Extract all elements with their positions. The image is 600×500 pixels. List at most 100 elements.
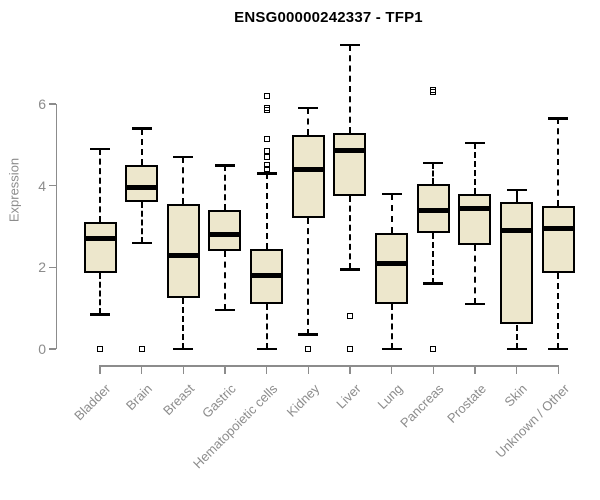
x-tick-label-lung: Lung — [374, 381, 406, 413]
whisker-cap-high-gastric — [214, 164, 235, 167]
y-tick-label: 0 — [38, 341, 46, 357]
y-tick — [49, 103, 56, 105]
outlier-point-hematopoietic-cells — [263, 107, 270, 114]
x-tick — [474, 365, 476, 374]
median-line-lung — [375, 260, 409, 266]
x-axis-line — [100, 365, 559, 367]
outlier-point-hematopoietic-cells — [263, 147, 270, 154]
box-brain — [125, 165, 159, 202]
whisker-cap-high-lung — [381, 192, 402, 196]
outlier-point-bladder — [97, 346, 103, 352]
box-skin — [500, 202, 534, 325]
x-tick-label-bladder: Bladder — [71, 381, 114, 424]
median-line-prostate — [458, 205, 492, 211]
whisker-lower-hematopoietic-cells — [265, 304, 268, 349]
whisker-cap-high-unknown-other — [548, 117, 569, 120]
y-tick-label: 2 — [38, 259, 46, 276]
whisker-cap-high-bladder — [90, 147, 110, 151]
whisker-lower-brain — [140, 202, 143, 243]
x-tick — [515, 365, 518, 374]
whisker-cap-low-lung — [381, 347, 402, 351]
x-tick-label-brain: Brain — [123, 381, 156, 414]
whisker-cap-low-brain — [131, 241, 152, 245]
box-gastric — [208, 210, 242, 251]
outlier-point-hematopoietic-cells — [263, 92, 270, 99]
whisker-lower-liver — [348, 195, 351, 270]
outlier-point-hematopoietic-cells — [263, 135, 270, 142]
outlier-point-pancreas — [430, 346, 437, 352]
median-line-hematopoietic-cells — [250, 273, 284, 278]
chart-title: ENSG00000242337 - TFP1 — [234, 9, 423, 26]
whisker-lower-lung — [390, 304, 393, 349]
outlier-point-liver — [346, 313, 353, 320]
x-tick — [432, 365, 435, 374]
box-bladder — [83, 222, 117, 274]
box-liver — [333, 132, 367, 196]
whisker-lower-gastric — [223, 251, 226, 311]
median-line-breast — [166, 252, 200, 258]
whisker-cap-low-breast — [173, 347, 194, 351]
x-tick-label-liver: Liver — [333, 381, 364, 412]
x-tick-label-kidney: Kidney — [283, 381, 322, 420]
x-tick — [224, 365, 226, 374]
x-tick-label-skin: Skin — [501, 381, 531, 410]
whisker-upper-prostate — [473, 142, 476, 194]
box-breast — [166, 204, 200, 298]
whisker-cap-high-prostate — [464, 141, 485, 145]
whisker-lower-unknown-other — [557, 273, 560, 349]
outlier-point-hematopoietic-cells — [263, 154, 270, 161]
y-axis-line — [55, 104, 57, 349]
x-tick-label-prostate: Prostate — [443, 381, 489, 426]
whisker-lower-skin — [515, 324, 518, 349]
whisker-upper-breast — [182, 157, 185, 205]
y-tick-label: 4 — [38, 177, 46, 194]
x-tick — [557, 365, 559, 374]
whisker-cap-low-skin — [506, 347, 527, 351]
median-line-liver — [333, 148, 367, 154]
whisker-upper-kidney — [307, 108, 310, 135]
whisker-cap-high-hematopoietic-cells — [256, 172, 277, 175]
y-tick — [49, 266, 56, 269]
median-line-bladder — [83, 236, 117, 242]
whisker-cap-high-breast — [173, 155, 194, 159]
whisker-cap-low-pancreas — [423, 282, 444, 285]
median-line-skin — [500, 228, 534, 234]
whisker-upper-gastric — [223, 165, 226, 211]
whisker-upper-brain — [140, 128, 143, 166]
whisker-lower-prostate — [473, 244, 476, 305]
median-line-kidney — [291, 166, 325, 172]
whisker-cap-low-kidney — [298, 333, 319, 336]
median-line-gastric — [208, 232, 242, 238]
median-line-unknown-other — [541, 226, 575, 232]
box-unknown-other — [541, 206, 575, 274]
outlier-point-liver — [346, 346, 353, 352]
box-prostate — [458, 193, 492, 245]
whisker-lower-pancreas — [432, 232, 435, 284]
x-tick — [265, 365, 268, 374]
x-tick-label-breast: Breast — [159, 381, 197, 419]
y-tick — [49, 348, 56, 350]
box-kidney — [291, 134, 325, 219]
x-tick-label-gastric: Gastric — [198, 381, 239, 421]
x-tick — [307, 365, 310, 374]
x-tick — [390, 365, 393, 374]
y-tick-label: 6 — [38, 96, 46, 112]
whisker-upper-pancreas — [432, 163, 435, 184]
outlier-point-kidney — [305, 346, 312, 352]
whisker-cap-low-hematopoietic-cells — [256, 347, 277, 351]
whisker-cap-high-pancreas — [423, 161, 444, 165]
x-tick — [182, 365, 185, 374]
outlier-point-brain — [138, 346, 145, 352]
whisker-upper-bladder — [99, 148, 101, 223]
whisker-cap-low-prostate — [464, 302, 485, 306]
box-lung — [375, 232, 409, 305]
whisker-lower-kidney — [307, 218, 310, 335]
x-tick-label-pancreas: Pancreas — [397, 381, 447, 431]
outlier-point-hematopoietic-cells — [263, 166, 270, 173]
whisker-lower-bladder — [99, 273, 101, 315]
y-tick — [49, 184, 56, 187]
whisker-cap-low-liver — [339, 268, 360, 271]
whisker-upper-liver — [348, 44, 351, 133]
x-tick-label-unknown-other: Unknown / Other — [492, 381, 572, 461]
